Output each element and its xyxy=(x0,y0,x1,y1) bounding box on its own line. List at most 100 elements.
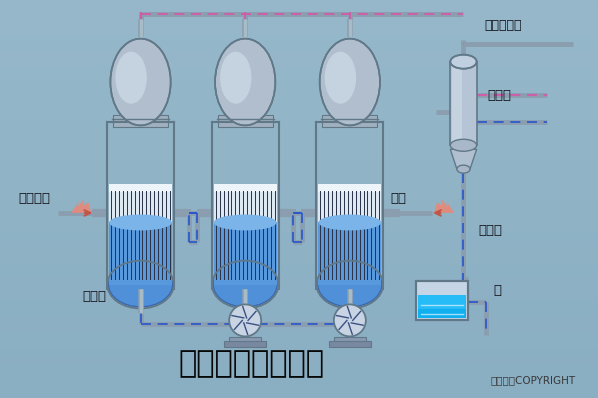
Bar xyxy=(0,263,598,264)
Bar xyxy=(0,352,598,353)
Bar xyxy=(0,371,598,372)
Bar xyxy=(0,266,598,267)
Bar xyxy=(416,281,468,320)
Bar xyxy=(0,222,598,223)
Bar xyxy=(229,338,261,342)
Bar xyxy=(0,375,598,376)
Bar xyxy=(0,300,598,301)
Bar xyxy=(0,306,598,307)
Bar xyxy=(0,60,598,61)
Bar xyxy=(0,229,598,230)
Bar xyxy=(0,121,598,122)
Bar xyxy=(0,9,598,10)
Bar xyxy=(0,186,598,187)
Bar xyxy=(0,341,598,342)
Bar xyxy=(0,144,598,145)
Bar xyxy=(0,104,598,105)
Bar xyxy=(0,116,598,117)
Text: 加热蕊汽: 加热蕊汽 xyxy=(18,192,50,205)
Bar xyxy=(0,382,598,383)
Bar xyxy=(0,230,598,231)
Bar xyxy=(0,147,598,148)
Bar xyxy=(0,126,598,127)
Bar xyxy=(0,176,598,177)
Bar xyxy=(0,213,598,214)
Bar xyxy=(0,219,598,220)
Ellipse shape xyxy=(109,215,172,230)
Bar xyxy=(0,349,598,350)
Bar xyxy=(0,160,598,161)
Bar xyxy=(0,35,598,36)
Bar xyxy=(0,180,598,181)
Bar xyxy=(0,381,598,382)
Bar xyxy=(0,289,598,290)
Bar xyxy=(0,194,598,195)
Bar xyxy=(0,199,598,200)
Bar xyxy=(0,128,598,129)
Bar xyxy=(0,328,598,329)
Bar xyxy=(0,42,598,43)
Bar xyxy=(218,115,273,127)
Bar xyxy=(0,94,598,95)
Bar xyxy=(0,48,598,49)
Bar xyxy=(0,205,598,206)
Bar xyxy=(334,338,366,342)
Bar xyxy=(0,79,598,80)
Ellipse shape xyxy=(108,262,173,307)
Bar xyxy=(0,50,598,51)
Bar xyxy=(450,62,477,145)
Bar xyxy=(0,141,598,142)
Bar xyxy=(0,272,598,273)
Bar xyxy=(0,390,598,391)
Bar xyxy=(0,391,598,392)
Bar xyxy=(213,186,276,281)
Bar xyxy=(0,276,598,277)
Bar xyxy=(0,33,598,34)
Bar xyxy=(0,311,598,312)
Text: 冷却水: 冷却水 xyxy=(487,89,511,102)
Bar xyxy=(0,123,598,124)
Bar xyxy=(0,158,598,159)
Bar xyxy=(0,253,598,254)
Bar xyxy=(0,99,598,100)
Bar xyxy=(0,73,598,74)
Bar xyxy=(0,125,598,126)
Bar xyxy=(0,235,598,236)
Bar xyxy=(0,108,598,109)
Bar xyxy=(0,387,598,388)
Bar xyxy=(0,182,598,183)
Bar xyxy=(0,136,598,137)
Bar xyxy=(0,170,598,171)
Bar xyxy=(0,6,598,7)
Bar xyxy=(0,357,598,358)
Bar xyxy=(0,138,598,139)
Bar xyxy=(0,185,598,186)
Bar xyxy=(0,210,598,211)
Bar xyxy=(0,66,598,67)
Ellipse shape xyxy=(111,39,170,125)
Bar xyxy=(0,183,598,184)
Bar xyxy=(0,107,598,108)
Bar xyxy=(0,100,598,101)
Bar xyxy=(0,70,598,71)
Bar xyxy=(0,337,598,338)
Text: 料液: 料液 xyxy=(390,192,406,205)
Bar xyxy=(0,69,598,70)
Bar xyxy=(0,320,598,321)
Bar xyxy=(0,367,598,368)
Bar xyxy=(0,78,598,79)
Bar xyxy=(0,313,598,314)
Bar xyxy=(0,124,598,125)
Bar xyxy=(0,332,598,333)
Bar xyxy=(0,109,598,110)
Bar xyxy=(0,365,598,366)
Bar xyxy=(0,392,598,393)
Bar xyxy=(0,181,598,182)
Bar xyxy=(0,55,598,56)
Bar xyxy=(0,54,598,55)
Bar xyxy=(0,113,598,114)
Bar xyxy=(0,227,598,228)
Bar xyxy=(0,51,598,52)
Bar xyxy=(0,75,598,76)
Bar xyxy=(0,376,598,377)
